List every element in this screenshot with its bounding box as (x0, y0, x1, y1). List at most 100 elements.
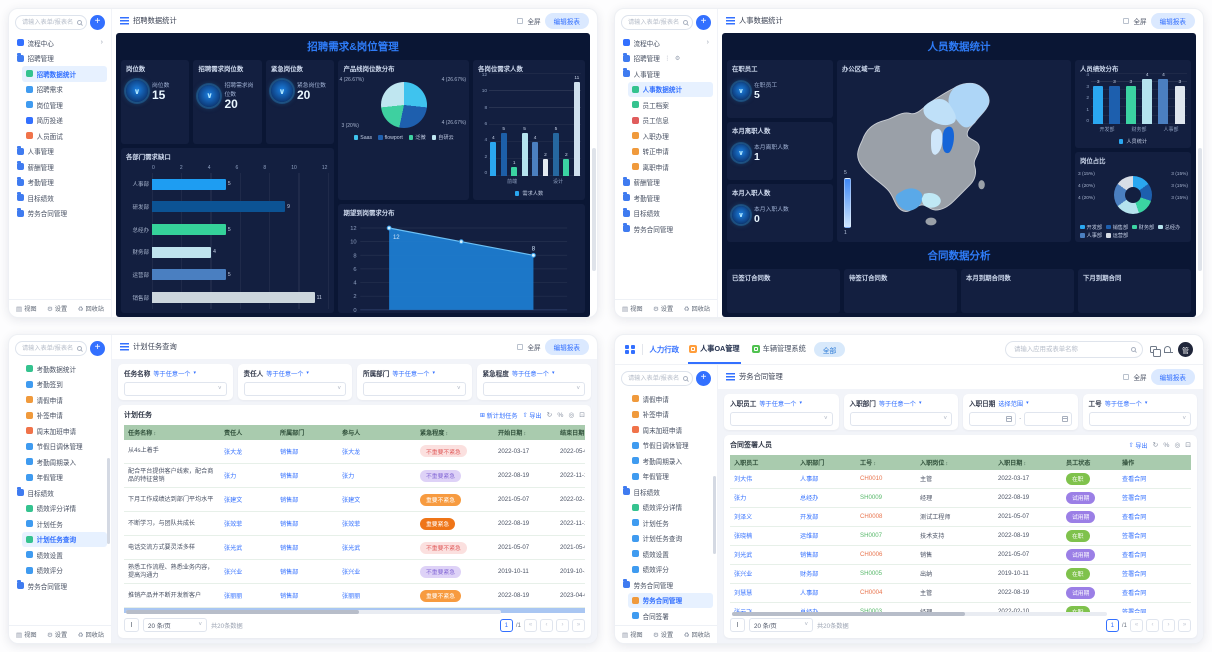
horizontal-scrollbar[interactable] (126, 610, 501, 614)
eye-icon[interactable]: ◎ (568, 412, 575, 419)
sort-icon[interactable]: ↕ (945, 460, 949, 467)
employee-name-cell[interactable]: 刘光武 (730, 545, 796, 565)
department-cell[interactable]: 运维部 (796, 526, 856, 546)
employee-name-cell[interactable]: 张兴业 (730, 564, 796, 584)
owner-cell[interactable]: 张光武 (220, 535, 276, 560)
sidebar-item[interactable]: 考勤签到 (22, 377, 107, 393)
owner-cell[interactable]: 张大龙 (220, 439, 276, 464)
column-header[interactable]: 入职岗位↕ (916, 454, 994, 470)
column-header[interactable]: 参与人 (338, 424, 416, 440)
sidebar-item[interactable]: 招聘需求 (22, 82, 107, 98)
sidebar-footer-视图[interactable]: ▤ 视图 (622, 631, 643, 640)
notification-bell-icon[interactable] (1163, 345, 1173, 353)
sidebar-item[interactable]: 劳务合同管理 (13, 578, 107, 594)
table-row[interactable]: 刘光武 销售部 CH0006 销售 2021-05-07 试用期 查看合同 (730, 545, 1191, 565)
sidebar-item[interactable]: 年假管理 (628, 469, 713, 485)
table-row[interactable]: 下月工作成绩达到部门平均水平 张建文 销售部 张建文 重要不紧急 2021-05-07 20… (124, 487, 585, 512)
page-size-select[interactable]: 20 条/页 ˅ (143, 618, 207, 632)
column-header[interactable]: 操作 (1118, 454, 1191, 470)
action-link-cell[interactable]: 签署合同 (1118, 602, 1191, 613)
department-cell[interactable]: 总经办 (796, 602, 856, 613)
employee-name-cell[interactable]: 张力 (730, 488, 796, 508)
department-cell[interactable]: 销售部 (276, 439, 338, 464)
action-link-cell[interactable]: 查看合同 (1118, 545, 1191, 565)
sidebar-footer-视图[interactable]: ▤ 视图 (622, 305, 643, 314)
sort-icon[interactable]: ↕ (445, 430, 449, 437)
action-link-cell[interactable]: 签署合同 (1118, 526, 1191, 546)
sidebar-item[interactable]: 计划任务查询 (628, 531, 713, 547)
filter-operator[interactable]: 等于任意一个 (266, 370, 304, 378)
sidebar-item[interactable]: 补签申请 (22, 408, 107, 424)
department-cell[interactable]: 销售部 (276, 559, 338, 584)
sidebar-item[interactable]: 人事管理 (13, 144, 107, 160)
column-header[interactable]: 工号↕ (856, 454, 916, 470)
filter-select[interactable]: ˅ (124, 381, 227, 396)
sidebar-item[interactable]: 人事管理 (619, 66, 713, 82)
sidebar-item[interactable]: 流程中心 › (619, 35, 713, 51)
edit-report-button[interactable]: 编辑报表 (1150, 369, 1195, 385)
current-page[interactable]: 1 (499, 618, 513, 632)
owner-cell[interactable]: 张兴业 (220, 559, 276, 584)
table-row[interactable]: 从4s上着手张大龙销售部张大龙不重要不紧急2022-03-172022-05-0… (124, 439, 585, 464)
date-input[interactable] (1024, 411, 1072, 426)
refresh-icon[interactable]: ↻ (546, 412, 553, 419)
department-cell[interactable]: 财务部 (796, 564, 856, 584)
all-apps-button[interactable]: 全部 (813, 342, 846, 357)
sidebar-item[interactable]: 周末加班申请 (628, 422, 713, 438)
sidebar-footer-回收站[interactable]: ♻ 回收站 (77, 305, 104, 314)
sidebar-item[interactable]: 绩效设置 (22, 547, 107, 563)
add-button[interactable]: + (696, 15, 711, 30)
owner-cell[interactable]: 张丽丽 (220, 583, 276, 608)
refresh-icon[interactable]: ↻ (1152, 442, 1159, 449)
table-row[interactable]: 刘泽义 开发部 CH0008 测试工程师 2021-05-07 试用期 查看合同 (730, 507, 1191, 527)
menu-icon[interactable] (726, 373, 735, 381)
menu-icon[interactable] (120, 343, 129, 351)
sidebar-item[interactable]: 薪酬管理 (13, 159, 107, 175)
sidebar-item[interactable]: 人事数据统计 (628, 81, 713, 97)
sidebar-footer-回收站[interactable]: ♻ 回收站 (77, 631, 104, 640)
filter-operator[interactable]: 等于任意一个 (511, 370, 549, 378)
sidebar-item[interactable]: 入职办理 (628, 128, 713, 144)
row-count-icon[interactable]: Ι (124, 618, 139, 632)
employee-name-cell[interactable]: 刘慧慧 (730, 583, 796, 603)
user-avatar[interactable]: 管 (1178, 342, 1193, 357)
department-cell[interactable]: 销售部 (796, 545, 856, 565)
filter-select[interactable]: ˅ (482, 381, 585, 396)
percent-icon[interactable]: % (1163, 441, 1170, 449)
table-row[interactable]: 配合平台提供客户线索，配合商品的特征营销 张力 销售部 张力 不重要紧急 2022-08-… (124, 463, 585, 488)
current-page[interactable]: 1 (1105, 618, 1119, 632)
scrollbar[interactable] (592, 147, 596, 271)
item-settings-icon[interactable]: ⚙ (674, 55, 681, 62)
sidebar-item[interactable]: 请假申请 (628, 391, 713, 407)
filter-select[interactable]: ˅ (363, 381, 466, 396)
filter-select[interactable]: ˅ (730, 411, 833, 426)
sidebar-item[interactable]: 人员面试 (22, 128, 107, 144)
department-cell[interactable]: 人事部 (796, 469, 856, 489)
percent-icon[interactable]: % (557, 411, 564, 419)
participant-cell[interactable]: 张效菲 (338, 511, 416, 536)
tab-车辆管理系统[interactable]: 车辆管理系统 (751, 335, 807, 364)
more-icon[interactable]: ⋮ (664, 55, 671, 62)
sort-icon[interactable]: ↕ (153, 430, 157, 437)
fullscreen-checkbox[interactable] (517, 344, 524, 350)
sidebar-item[interactable]: 目标绩效 (619, 206, 713, 222)
sidebar-search-input[interactable] (20, 18, 75, 27)
add-button[interactable]: + (90, 341, 105, 356)
sort-icon[interactable]: ↕ (523, 430, 527, 437)
scrollbar[interactable] (1198, 147, 1202, 271)
column-header[interactable]: 开始日期↕ (494, 424, 556, 440)
department-cell[interactable]: 销售部 (276, 487, 338, 512)
row-count-icon[interactable]: Ι (730, 618, 745, 632)
next-page-button[interactable]: › (556, 618, 569, 632)
sidebar-item[interactable]: 请假申请 (22, 392, 107, 408)
sidebar-footer-视图[interactable]: ▤ 视图 (16, 305, 37, 314)
department-cell[interactable]: 销售部 (276, 583, 338, 608)
eye-icon[interactable]: ◎ (1174, 442, 1181, 449)
column-header[interactable]: 员工状态 (1062, 454, 1118, 470)
participant-cell[interactable]: 张建文 (338, 487, 416, 512)
sidebar-item[interactable]: 绩效评分 (22, 563, 107, 579)
sidebar-item[interactable]: 补签申请 (628, 407, 713, 423)
table-row[interactable]: 刘慧慧 人事部 CH0004 主管 2022-08-19 试用期 查看合同 (730, 583, 1191, 603)
filter-select[interactable]: ˅ (1088, 411, 1191, 426)
table-row[interactable]: 张兴业 财务部 SH0005 出纳 2019-10-11 在职 签署合同 (730, 564, 1191, 584)
